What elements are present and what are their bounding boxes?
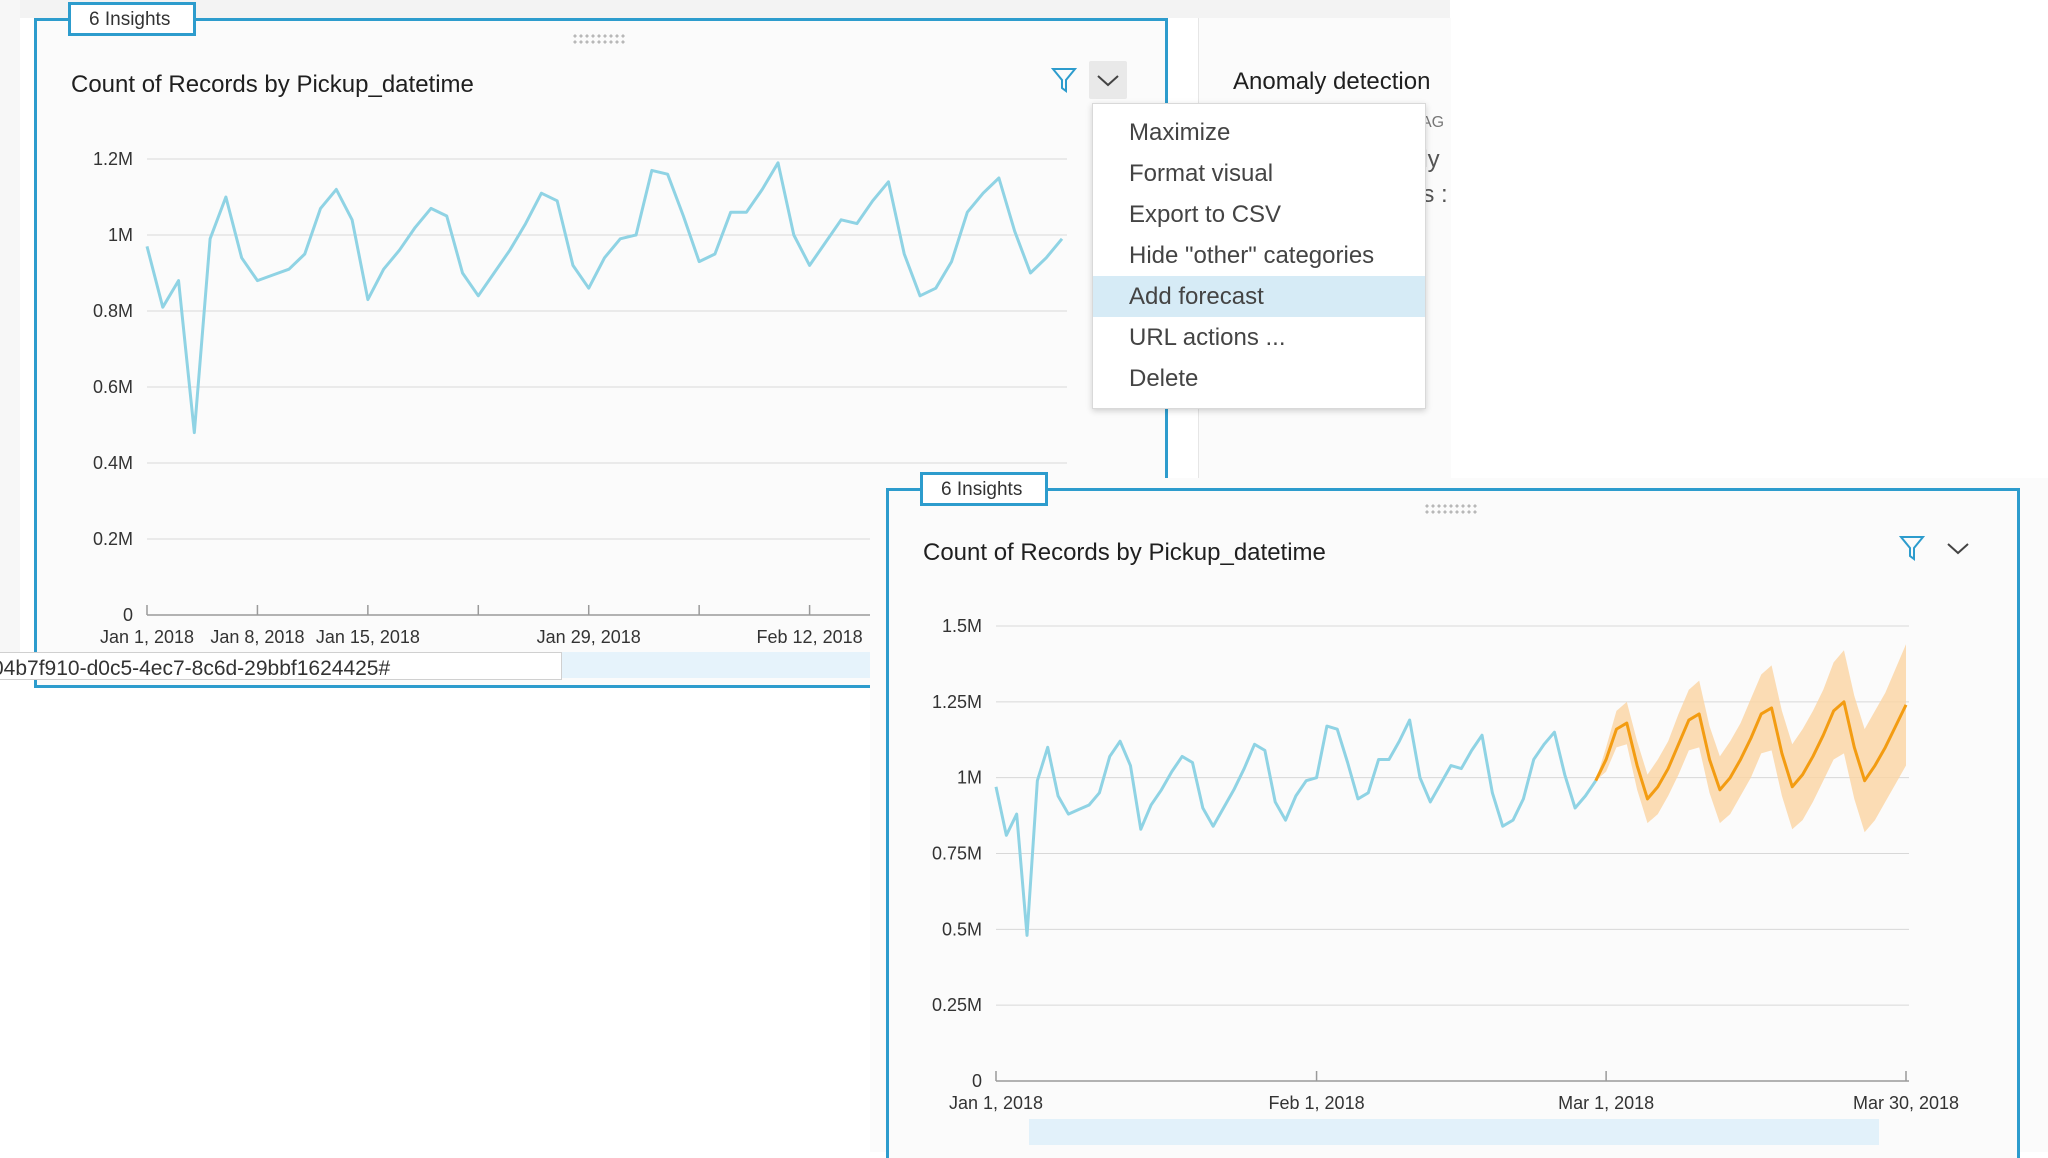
menu-item-delete[interactable]: Delete [1129,365,1199,392]
y-tick-label: 0.8M [93,301,133,321]
x-tick-label: Jan 29, 2018 [537,627,641,647]
right-line-chart: 0 0.25M 0.5M 0.75M 1M 1.25M 1.5M Jan 1, 2018 Feb… [932,616,1959,1113]
filter-button[interactable] [1045,61,1083,99]
y-tick-label: 0.5M [942,919,982,939]
y-tick-label: 0.2M [93,529,133,549]
visual-title: Count of Records by Pickup_datetime [71,71,474,98]
right-scroll-track[interactable] [1029,1119,1879,1145]
actual-series-line [145,161,1064,435]
forecast-series-line [1594,700,1908,801]
drag-handle[interactable] [572,33,626,45]
chevron-down-icon [1097,75,1119,87]
x-tick-label: Feb 1, 2018 [1269,1093,1365,1113]
left-scroll-track[interactable] [562,652,872,678]
anomaly-panel-title: Anomaly detection [1233,68,1431,95]
x-tick-label: Jan 1, 2018 [949,1093,1043,1113]
y-tick-label: 0.25M [932,995,982,1015]
y-tick-label: 1M [957,768,982,788]
x-tick-label: Feb 12, 2018 [757,627,863,647]
visual-menu-button[interactable] [1939,529,1977,567]
y-tick-label: 0 [972,1071,982,1091]
y-tick-label: 1.25M [932,692,982,712]
drag-handle[interactable] [1424,503,1478,515]
y-tick-label: 0 [123,605,133,625]
y-tick-label: 1M [108,225,133,245]
actual-series-line [994,718,1598,937]
url-text: 04b7f910-d0c5-4ec7-8c6d-29bbf1624425# [0,657,391,680]
right-visual-panel[interactable]: Count of Records by Pickup_datetime 0 0.2… [886,488,2020,1158]
filter-icon [1899,536,1925,561]
y-tick-label: 1.2M [93,149,133,169]
insights-tab[interactable]: 6 Insights [68,2,196,36]
menu-item-hide-other-categories[interactable]: Hide "other" categories [1129,242,1375,269]
x-tick-label: Jan 8, 2018 [210,627,304,647]
y-tick-label: 0.4M [93,453,133,473]
background-top-strip [20,0,1450,18]
y-tick-label: 0.75M [932,844,982,864]
menu-item-url-actions[interactable]: URL actions ... [1129,324,1286,351]
menu-item-add-forecast[interactable]: Add forecast [1093,276,1425,317]
visual-menu-button[interactable] [1089,61,1127,99]
chevron-down-icon [1947,543,1969,555]
menu-item-format-visual[interactable]: Format visual [1129,160,1274,187]
x-tick-label: Jan 1, 2018 [100,627,194,647]
menu-item-export-csv[interactable]: Export to CSV [1129,201,1282,228]
background-left-strip [0,0,20,680]
filter-button[interactable] [1893,529,1931,567]
insights-tab[interactable]: 6 Insights [920,472,1048,506]
x-tick-label: Mar 1, 2018 [1558,1093,1654,1113]
filter-icon [1051,68,1077,93]
left-visual-panel[interactable]: Count of Records by Pickup_datetime 0 0.2… [34,18,1168,688]
visual-title: Count of Records by Pickup_datetime [923,539,1326,566]
url-status-bar: 04b7f910-d0c5-4ec7-8c6d-29bbf1624425# [0,652,562,680]
x-tick-label: Jan 15, 2018 [316,627,420,647]
menu-item-maximize[interactable]: Maximize [1129,119,1231,146]
y-tick-label: 1.5M [942,616,982,636]
left-line-chart: 0 0.2M 0.4M 0.6M 0.8M 1M 1.2M Jan 1, 2018 Jan 8,… [93,149,1067,647]
visual-context-menu: Maximize Format visual Export to CSV Hid… [1092,103,1426,409]
y-tick-label: 0.6M [93,377,133,397]
x-tick-label: Mar 30, 2018 [1853,1093,1959,1113]
